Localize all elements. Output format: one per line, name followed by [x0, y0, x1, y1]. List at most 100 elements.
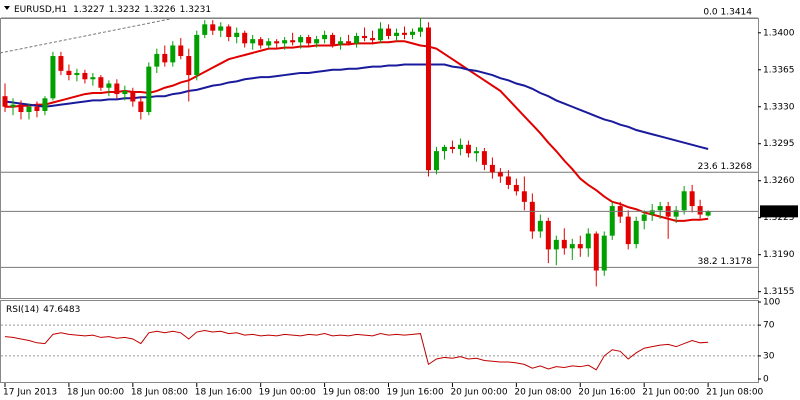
y-tick-label: 1.3400 — [763, 28, 795, 38]
x-tick-label: 19 Jun 16:00 — [387, 388, 444, 398]
candle-body — [537, 220, 543, 232]
x-tick-label: 20 Jun 00:00 — [450, 388, 507, 398]
candle-body — [74, 72, 80, 76]
candle-body — [234, 32, 240, 38]
candle-body — [290, 40, 296, 43]
candle-body — [577, 244, 583, 249]
y-tick-label: 0 — [763, 375, 769, 385]
candle-body — [625, 216, 631, 245]
y-tick-label: 1.3295 — [763, 139, 795, 149]
candle-body — [82, 72, 88, 80]
candle-body — [425, 27, 431, 171]
candle-body — [210, 24, 216, 31]
candle-body — [697, 206, 703, 215]
candle-body — [322, 34, 328, 40]
candle-body — [561, 239, 567, 249]
candle-body — [673, 210, 679, 217]
candle-body — [186, 56, 192, 76]
rsi-header: RSI(14) 47.6483 — [6, 305, 80, 315]
candle-body — [465, 144, 471, 154]
candle-body — [609, 206, 615, 236]
candle-body — [106, 83, 112, 88]
candle-body — [641, 214, 647, 221]
candle-body — [10, 104, 16, 107]
candle-body — [90, 77, 96, 80]
close: 1.3231 — [180, 5, 212, 15]
candle-body — [202, 24, 208, 35]
candle-body — [457, 144, 463, 150]
candle-body — [258, 39, 264, 46]
candle-body — [601, 235, 607, 271]
candle-body — [122, 90, 128, 95]
candle-body — [42, 98, 48, 111]
candle-body — [314, 39, 320, 44]
candle-body — [306, 37, 312, 44]
x-tick-label: 19 Jun 08:00 — [323, 388, 380, 398]
candle-body — [489, 164, 495, 173]
candle-body — [282, 40, 288, 44]
candle-body — [154, 53, 160, 67]
rsi-title: RSI(14) — [6, 305, 39, 315]
x-tick-label: 21 Jun 00:00 — [642, 388, 699, 398]
y-tick-label: 1.3190 — [763, 250, 795, 260]
symbol: EURUSD,H1 — [14, 5, 67, 15]
candle-body — [402, 32, 407, 35]
trend-line — [0, 18, 171, 54]
candle-body — [585, 233, 591, 249]
chart-header: EURUSD,H1 1.3227 1.3232 1.3226 1.3231 — [14, 5, 211, 15]
x-tick-label: 20 Jun 08:00 — [514, 388, 571, 398]
rsi-line — [4, 329, 709, 371]
candle-body — [481, 151, 487, 165]
candle-body — [178, 45, 184, 57]
candle-body — [441, 146, 447, 152]
candle-body — [394, 32, 400, 36]
candle-body — [66, 70, 72, 76]
y-tick-label: 30 — [763, 351, 775, 361]
candle-body — [346, 41, 352, 44]
candle-body — [98, 77, 104, 88]
x-tick-label: 18 Jun 16:00 — [195, 388, 252, 398]
candle-body — [705, 211, 711, 216]
candle-body — [417, 27, 423, 32]
candle-body — [194, 34, 200, 76]
candle-body — [569, 244, 575, 249]
current-price-box — [760, 205, 798, 218]
candle-body — [266, 41, 272, 46]
candle-body — [545, 220, 551, 250]
candle-body — [449, 146, 455, 150]
candle-body — [250, 39, 256, 44]
candle-body — [497, 172, 503, 177]
x-tick-label: 18 Jun 08:00 — [131, 388, 188, 398]
candle-body — [218, 26, 224, 31]
candle-body — [170, 45, 176, 63]
candle-body — [146, 66, 152, 113]
high: 1.3232 — [109, 5, 141, 15]
y-tick-label: 70 — [763, 321, 775, 331]
candle-body — [362, 35, 368, 39]
level-label: 23.6 1.3268 — [698, 162, 753, 172]
x-tick-label: 18 Jun 00:00 — [67, 388, 124, 398]
candle-body — [657, 206, 663, 211]
candle-body — [34, 106, 40, 111]
candle-body — [553, 239, 559, 250]
candle-body — [162, 53, 168, 63]
low: 1.3226 — [144, 5, 176, 15]
candle-body — [338, 41, 344, 45]
candle-body — [298, 37, 304, 43]
rsi-panel — [0, 300, 759, 383]
x-tick-label: 17 Jun 2013 — [3, 388, 57, 398]
level-label: 0.0 1.3414 — [703, 8, 752, 18]
candle-body — [226, 26, 232, 38]
rsi-value: 47.6483 — [43, 305, 80, 315]
candle-body — [689, 191, 695, 207]
candle-body — [409, 31, 415, 35]
candle-body — [370, 38, 376, 41]
candle-body — [386, 28, 392, 36]
candle-body — [50, 56, 56, 99]
candle-body — [593, 233, 599, 271]
candle-body — [378, 28, 384, 41]
candle-body — [18, 104, 24, 113]
candle-body — [354, 35, 360, 44]
candle-body — [242, 32, 248, 44]
